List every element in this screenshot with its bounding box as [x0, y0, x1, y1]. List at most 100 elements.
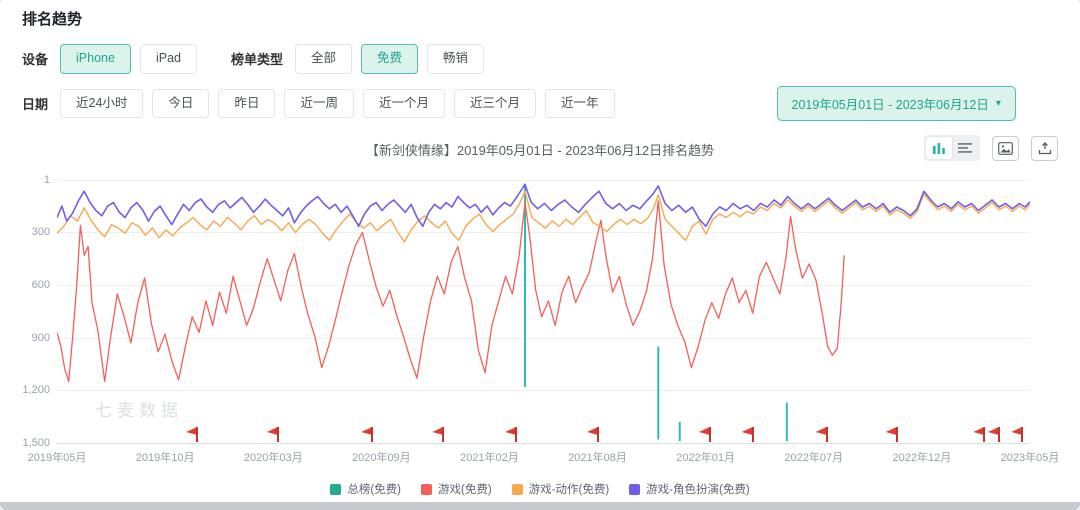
series-game-action-free — [57, 190, 1030, 243]
series-game-free — [57, 200, 845, 383]
device-options: iPhone iPad — [60, 44, 197, 74]
y-tick-label: 300 — [31, 226, 50, 239]
y-tick-label: 900 — [31, 331, 50, 344]
event-flag-marker[interactable] — [987, 427, 1001, 442]
event-flag-marker[interactable] — [885, 427, 899, 442]
y-tick-label: 600 — [31, 279, 50, 292]
event-flag-marker[interactable] — [586, 427, 600, 442]
chart-type-option-2[interactable]: 畅销 — [427, 44, 485, 74]
gridline — [57, 390, 1030, 392]
flag-icon — [505, 427, 517, 435]
chart-view-button[interactable] — [926, 137, 952, 159]
page-bottom-edge — [0, 502, 1080, 510]
date-options: 近24小时 今日 昨日 近一周 近一个月 近三个月 近一年 — [60, 88, 615, 119]
x-tick-label: 2020年03月 — [243, 452, 303, 464]
flag-icon — [186, 427, 198, 435]
gridline — [57, 180, 1030, 181]
date-option-2[interactable]: 昨日 — [218, 88, 276, 119]
flag-icon — [973, 427, 985, 435]
filter-row-date: 日期 近24小时 今日 昨日 近一周 近一个月 近三个月 近一年 2019年05月01日 -… — [22, 86, 1016, 121]
event-flag-marker[interactable] — [741, 427, 755, 442]
event-flag-marker[interactable] — [361, 427, 374, 442]
event-flag-marker[interactable] — [815, 427, 829, 442]
legend-swatch-icon — [629, 483, 641, 495]
legend-label: 游戏-角色扮演(免费) — [646, 484, 750, 496]
flag-pole — [895, 427, 898, 442]
date-option-0[interactable]: 近24小时 — [60, 88, 144, 119]
flag-icon — [987, 427, 999, 435]
date-filter-label: 日期 — [22, 97, 49, 112]
event-flag-marker[interactable] — [266, 427, 280, 442]
flag-icon — [698, 427, 710, 435]
y-tick-label: 1,200 — [22, 384, 50, 397]
download-button[interactable] — [1031, 135, 1058, 161]
x-tick-label: 2022年12月 — [892, 452, 952, 464]
list-view-button[interactable] — [952, 137, 978, 159]
event-flag-marker[interactable] — [973, 427, 986, 442]
legend-item-0[interactable]: 总榜(免费) — [330, 481, 401, 497]
flag-icon — [586, 427, 598, 435]
gridline — [57, 285, 1030, 287]
chart-type-option-0[interactable]: 全部 — [295, 44, 353, 74]
flag-icon — [266, 427, 278, 435]
event-flag-marker[interactable] — [186, 427, 199, 442]
x-tick-label: 2019年10月 — [135, 452, 195, 464]
date-option-6[interactable]: 近一年 — [545, 88, 615, 119]
flag-icon — [432, 427, 444, 435]
legend-item-1[interactable]: 游戏(免费) — [421, 481, 492, 497]
event-flag-marker[interactable] — [432, 427, 445, 442]
date-range-picker[interactable]: 2019年05月01日 - 2023年06月12日 ▾ — [776, 86, 1016, 121]
date-option-1[interactable]: 今日 — [152, 88, 210, 119]
x-tick-label: 2023年05月 — [1000, 452, 1060, 464]
flag-pole — [1021, 427, 1024, 442]
flag-pole — [596, 427, 599, 442]
device-option-1[interactable]: iPad — [139, 44, 197, 74]
event-flag-marker[interactable] — [698, 427, 712, 442]
legend-swatch-icon — [421, 483, 432, 495]
flag-pole — [371, 427, 374, 442]
flag-icon — [741, 427, 753, 435]
list-icon — [958, 143, 972, 153]
export-image-button[interactable] — [992, 135, 1019, 161]
event-flag-marker[interactable] — [1011, 427, 1024, 442]
filter-row-device-type: 设备 iPhone iPad 榜单类型 全部 免费 畅销 — [22, 44, 518, 74]
flag-pole — [997, 427, 1000, 442]
flag-icon — [361, 427, 373, 435]
image-export-icon — [998, 141, 1013, 155]
bar-chart-icon — [933, 142, 945, 154]
event-flag-marker[interactable] — [505, 427, 518, 442]
flag-pole — [276, 427, 279, 442]
series-game-rpg-free — [57, 183, 1030, 228]
x-axis-labels: 2019年05月 2019年10月 2020年03月 2020年09月 2021年02月… — [28, 449, 1060, 465]
x-tick-label: 2020年09月 — [351, 452, 411, 464]
flag-icon — [815, 427, 827, 435]
page-title: 排名趋势 — [22, 11, 83, 28]
chart-type-option-1[interactable]: 免费 — [361, 44, 419, 74]
flag-pole — [751, 427, 754, 442]
legend-label: 游戏(免费) — [438, 484, 492, 496]
y-tick-label: 1,500 — [22, 437, 50, 449]
x-tick-label: 2022年07月 — [784, 452, 844, 464]
flag-icon — [885, 427, 897, 435]
device-option-0[interactable]: iPhone — [60, 44, 131, 74]
date-range-value: 2019年05月01日 - 2023年06月12日 — [791, 98, 989, 112]
flag-pole — [515, 427, 518, 442]
chart-toolbar — [924, 135, 1058, 161]
chart-plot[interactable] — [57, 180, 1030, 444]
y-axis-labels: 1 300 600 900 1,200 1,500 — [0, 174, 50, 449]
date-option-4[interactable]: 近一个月 — [362, 88, 445, 119]
chevron-down-icon: ▾ — [995, 98, 1001, 109]
download-icon — [1038, 141, 1051, 154]
date-option-3[interactable]: 近一周 — [284, 88, 354, 119]
legend-item-2[interactable]: 游戏-动作(免费) — [511, 481, 609, 497]
flag-icon — [1011, 427, 1023, 435]
legend-swatch-icon — [330, 483, 342, 495]
legend-item-3[interactable]: 游戏-角色扮演(免费) — [629, 481, 750, 497]
legend-swatch-icon — [511, 483, 523, 495]
flag-pole — [708, 427, 711, 442]
legend-label: 总榜(免费) — [347, 484, 401, 496]
chart-legend: 总榜(免费) 游戏(免费) 游戏-动作(免费) 游戏-角色扮演(免费) — [0, 481, 1080, 497]
date-option-5[interactable]: 近三个月 — [453, 88, 536, 119]
flag-pole — [825, 427, 828, 442]
